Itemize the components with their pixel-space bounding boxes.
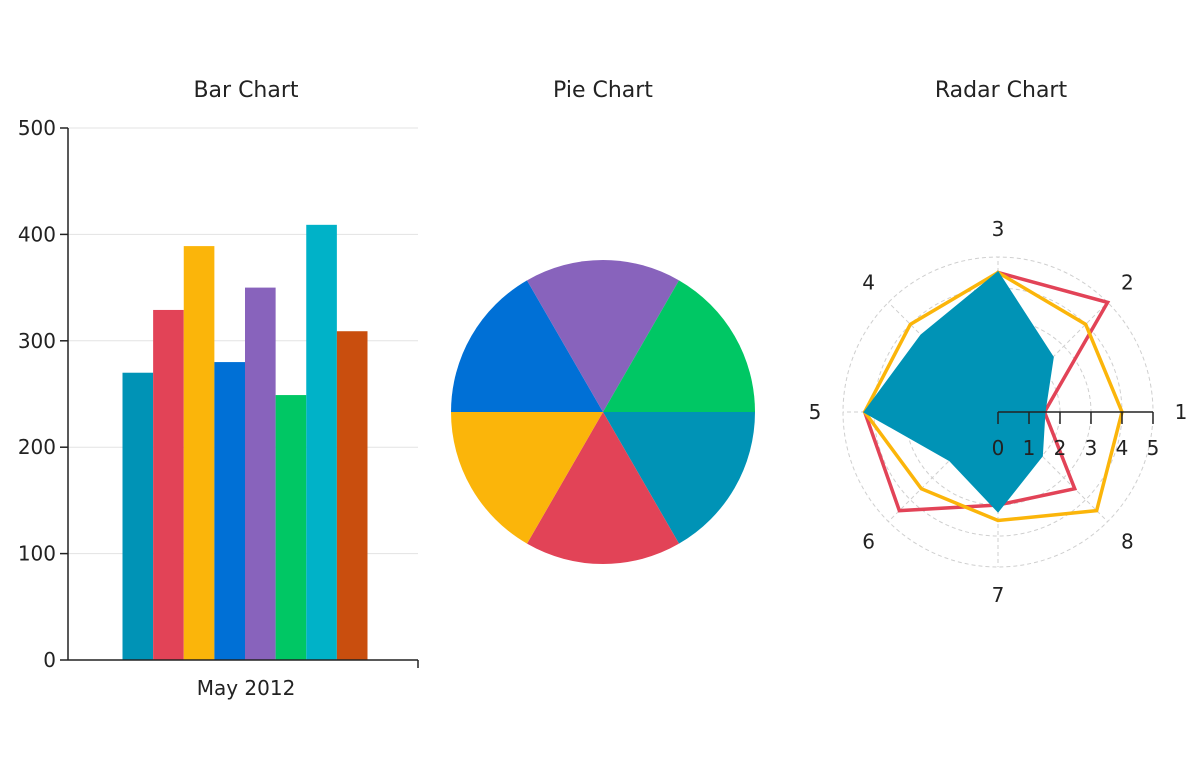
pie-slice-3 bbox=[451, 412, 603, 544]
radar-series bbox=[862, 270, 1124, 523]
pie-slice-1 bbox=[603, 412, 755, 544]
bar-x-tick-label: May 2012 bbox=[197, 676, 296, 700]
radar-chart-title: Radar Chart bbox=[935, 78, 1068, 103]
bar-y-tick-labels: 0 100 200 300 400 500 bbox=[18, 116, 56, 672]
radar-series-1-area bbox=[863, 271, 1054, 513]
bar-y-tick-label: 200 bbox=[18, 435, 56, 459]
radar-radial-tick-label: 3 bbox=[1085, 436, 1098, 460]
bar-y-tick-label: 0 bbox=[43, 648, 56, 672]
radar-category-label: 4 bbox=[862, 271, 875, 295]
bar-5 bbox=[245, 287, 276, 660]
pie-slice-6 bbox=[603, 280, 755, 412]
radar-radial-tick-label: 2 bbox=[1054, 436, 1067, 460]
bar-axes bbox=[60, 127, 419, 668]
bar-series bbox=[122, 224, 368, 660]
radar-radial-tick-label: 1 bbox=[1023, 436, 1036, 460]
radar-category-label: 1 bbox=[1175, 400, 1188, 424]
pie-slice-4 bbox=[451, 280, 603, 412]
bar-6 bbox=[275, 395, 307, 660]
radar-category-label: 8 bbox=[1121, 529, 1134, 553]
radar-category-label: 5 bbox=[809, 400, 822, 424]
bar-2 bbox=[153, 309, 184, 660]
bar-chart-title: Bar Chart bbox=[193, 78, 298, 103]
pie-slices bbox=[451, 259, 755, 564]
bar-1 bbox=[122, 372, 154, 660]
bar-4 bbox=[214, 362, 245, 660]
radar-category-label: 7 bbox=[992, 583, 1005, 607]
pie-slice-2 bbox=[527, 412, 679, 564]
bar-8 bbox=[336, 331, 368, 660]
bar-7 bbox=[306, 224, 337, 660]
radar-radial-tick-label: 5 bbox=[1147, 436, 1160, 460]
bar-y-tick-label: 100 bbox=[18, 542, 56, 566]
bar-y-tick-label: 400 bbox=[18, 222, 56, 246]
bar-3 bbox=[183, 246, 215, 660]
pie-chart: Pie Chart bbox=[451, 78, 755, 564]
radar-category-label: 3 bbox=[992, 217, 1005, 241]
bar-y-tick-label: 300 bbox=[18, 329, 56, 353]
pie-chart-title: Pie Chart bbox=[553, 78, 653, 103]
radar-radial-tick-label: 0 bbox=[992, 436, 1005, 460]
pie-slice-5 bbox=[527, 259, 679, 412]
radar-radial-tick-label: 4 bbox=[1116, 436, 1129, 460]
bar-y-tick-label: 500 bbox=[18, 116, 56, 140]
radar-spoke bbox=[997, 411, 1108, 522]
bar-chart: Bar Chart 0 100 200 300 400 500 May 2012 bbox=[18, 78, 419, 700]
radar-category-label: 2 bbox=[1121, 271, 1134, 295]
radar-category-label: 6 bbox=[862, 529, 875, 553]
radar-spoke bbox=[888, 411, 999, 522]
